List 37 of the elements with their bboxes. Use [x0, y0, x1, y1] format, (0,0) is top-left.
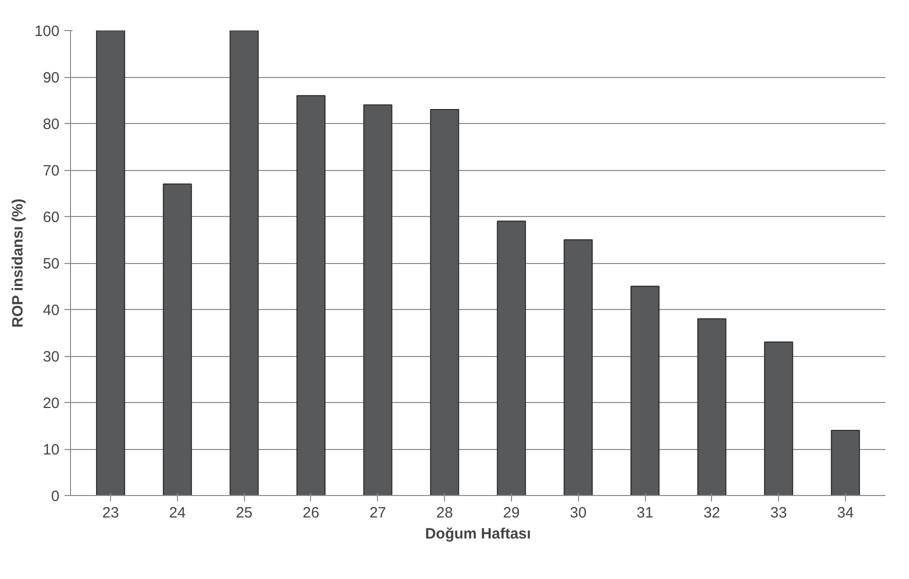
y-tick-label: 0: [51, 488, 60, 505]
y-tick-label: 10: [42, 442, 60, 458]
bar: [363, 104, 392, 496]
x-tick-label: 26: [302, 504, 320, 522]
y-tick-label: 40: [42, 302, 60, 319]
bar: [764, 342, 794, 496]
x-tick-label: 29: [503, 504, 520, 522]
x-tick-label: 24: [169, 504, 186, 522]
x-tick-label: 23: [102, 504, 119, 522]
y-tick-label: 30: [42, 348, 60, 366]
bar: [564, 239, 593, 496]
bar: [296, 95, 326, 496]
x-axis-title: Doğum Haftası: [425, 526, 531, 542]
y-axis-title: ROP insidansı (%): [9, 198, 26, 328]
x-tick-label: 34: [837, 504, 854, 522]
bar: [830, 430, 860, 496]
y-tick-label: 50: [42, 256, 60, 272]
x-tick-label: 25: [236, 504, 253, 522]
bar: [162, 183, 192, 496]
y-tick-label: 100: [34, 23, 60, 40]
y-tick-label: 90: [42, 70, 60, 86]
x-tick-label: 33: [770, 504, 787, 522]
x-tick-label: 31: [636, 504, 654, 522]
bar: [697, 318, 726, 496]
bar: [430, 109, 460, 496]
x-tick-label: 30: [570, 504, 587, 522]
x-tick-label: 27: [369, 504, 386, 522]
bar: [496, 220, 526, 496]
x-tick-label: 32: [703, 504, 720, 522]
y-tick-label: 80: [42, 116, 60, 133]
bar: [630, 286, 660, 496]
y-tick-label: 70: [42, 162, 60, 180]
bar: [230, 30, 259, 496]
bar: [96, 30, 126, 496]
y-tick-label: 60: [42, 209, 60, 226]
x-tick-label: 28: [436, 504, 453, 522]
y-tick-label: 20: [42, 395, 60, 412]
